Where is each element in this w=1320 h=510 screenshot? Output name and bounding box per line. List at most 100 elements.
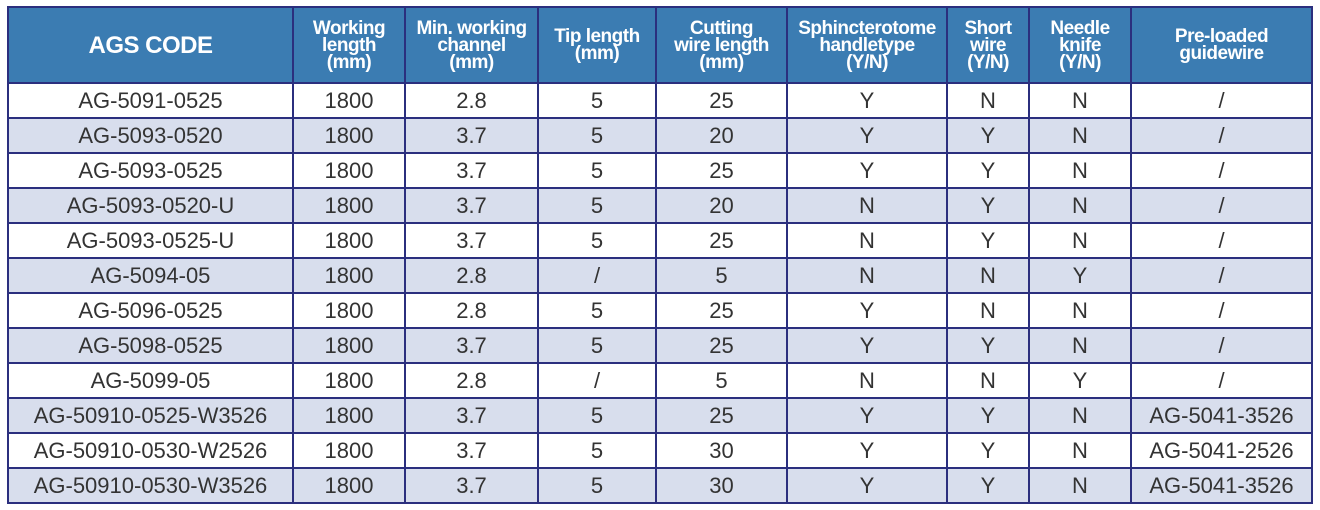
table-cell: 1800 (292, 222, 406, 259)
product-spec-table: AGS CODE Working length (mm) Min. working cha… (7, 6, 1313, 504)
table-cell: 3.7 (404, 222, 539, 259)
table-cell: 1800 (292, 187, 406, 224)
table-cell: AG-50910-0530-W3526 (7, 467, 294, 504)
table-cell: Y (946, 432, 1030, 469)
table-cell: N (1028, 397, 1132, 434)
table-row: AG-5093-0520-U 1800 3.7 5 20 N Y N / (7, 187, 1313, 224)
header-line: guidewire (1179, 43, 1264, 64)
table-cell: 1800 (292, 432, 406, 469)
table-cell: 25 (655, 152, 788, 189)
table-cell: Y (946, 187, 1030, 224)
column-header: Tip length (mm) (537, 6, 657, 84)
table-cell: 3.7 (404, 397, 539, 434)
table-cell: / (537, 362, 657, 399)
column-header: Short wire (Y/N) (946, 6, 1030, 84)
table-cell: Y (946, 117, 1030, 154)
table-cell: 1800 (292, 327, 406, 364)
column-header: Working length (mm) (292, 6, 406, 84)
column-header: Pre-loaded guidewire (1130, 6, 1313, 84)
table-cell: 5 (655, 362, 788, 399)
header-line: (Y/N) (967, 51, 1009, 73)
table-cell: 1800 (292, 257, 406, 294)
table-cell: 1800 (292, 467, 406, 504)
table-cell: 3.7 (404, 327, 539, 364)
table-cell: 5 (537, 82, 657, 119)
table-cell: Y (786, 467, 948, 504)
table-cell: 1800 (292, 292, 406, 329)
table-cell: N (1028, 82, 1132, 119)
table-cell: / (1130, 257, 1313, 294)
column-header: Needle knife (Y/N) (1028, 6, 1132, 84)
table-cell: N (786, 187, 948, 224)
table-cell: N (946, 362, 1030, 399)
table-cell: 2.8 (404, 82, 539, 119)
table-cell: AG-5093-0520-U (7, 187, 294, 224)
header-line: (mm) (574, 43, 620, 64)
table-cell: AG-50910-0525-W3526 (7, 397, 294, 434)
table-cell: AG-5093-0525 (7, 152, 294, 189)
column-header: Min. working channel (mm) (404, 6, 539, 84)
table-cell: 3.7 (404, 467, 539, 504)
table-row: AG-5093-0525-U 1800 3.7 5 25 N Y N / (7, 222, 1313, 259)
table-cell: AG-5099-05 (7, 362, 294, 399)
header-line: (mm) (449, 51, 494, 73)
column-header: AGS CODE (7, 6, 294, 84)
table-row: AG-5093-0520 1800 3.7 5 20 Y Y N / (7, 117, 1313, 154)
table-cell: / (1130, 292, 1313, 329)
header-line: Min. working (416, 17, 527, 39)
table-cell: AG-5041-3526 (1130, 397, 1313, 434)
table-cell: N (1028, 187, 1132, 224)
table-cell: 5 (655, 257, 788, 294)
table-cell: 1800 (292, 82, 406, 119)
table-cell: AG-5093-0520 (7, 117, 294, 154)
header-line: channel (437, 34, 506, 56)
table-cell: Y (946, 152, 1030, 189)
table-cell: / (537, 257, 657, 294)
table-cell: / (1130, 362, 1313, 399)
table-cell: N (786, 362, 948, 399)
table-cell: / (1130, 327, 1313, 364)
table-row: AG-50910-0530-W3526 1800 3.7 5 30 Y Y N AG-5041-… (7, 467, 1313, 504)
table-cell: Y (786, 292, 948, 329)
header-line: handletype (819, 34, 915, 56)
table-cell: 5 (537, 222, 657, 259)
header-row: AGS CODE Working length (mm) Min. working cha… (7, 6, 1313, 84)
table-cell: / (1130, 187, 1313, 224)
table-row: AG-5093-0525 1800 3.7 5 25 Y Y N / (7, 152, 1313, 189)
header-line: knife (1059, 34, 1101, 56)
table-row: AG-5098-0525 1800 3.7 5 25 Y Y N / (7, 327, 1313, 364)
table-cell: AG-5091-0525 (7, 82, 294, 119)
table-cell: Y (946, 222, 1030, 259)
table-cell: N (786, 257, 948, 294)
header-line: length (322, 34, 377, 56)
table-cell: Y (786, 397, 948, 434)
table-cell: 1800 (292, 362, 406, 399)
header-line: Short (964, 17, 1012, 39)
table-cell: N (1028, 292, 1132, 329)
table-cell: 1800 (292, 117, 406, 154)
table-cell: Y (786, 152, 948, 189)
table-cell: 3.7 (404, 152, 539, 189)
table-cell: N (946, 82, 1030, 119)
header-line: Working (312, 17, 386, 39)
table-cell: N (1028, 117, 1132, 154)
table-cell: 3.7 (404, 117, 539, 154)
table-cell: Y (786, 432, 948, 469)
table-cell: 25 (655, 82, 788, 119)
header-line: (mm) (326, 51, 372, 73)
table-cell: / (1130, 117, 1313, 154)
table-cell: N (786, 222, 948, 259)
header-line: Sphincterotome (798, 17, 936, 39)
table-cell: / (1130, 152, 1313, 189)
table-cell: Y (786, 117, 948, 154)
table-cell: 3.7 (404, 187, 539, 224)
header-line: (Y/N) (846, 51, 888, 73)
table-cell: 25 (655, 222, 788, 259)
table-row: AG-50910-0525-W3526 1800 3.7 5 25 Y Y N AG-5041-… (7, 397, 1313, 434)
header-line: Pre-loaded (1174, 26, 1269, 47)
table-cell: / (1130, 222, 1313, 259)
table-cell: AG-5094-05 (7, 257, 294, 294)
table-cell: 25 (655, 327, 788, 364)
column-header: Cutting wire length (mm) (655, 6, 788, 84)
table-row: AG-5091-0525 1800 2.8 5 25 Y N N / (7, 82, 1313, 119)
